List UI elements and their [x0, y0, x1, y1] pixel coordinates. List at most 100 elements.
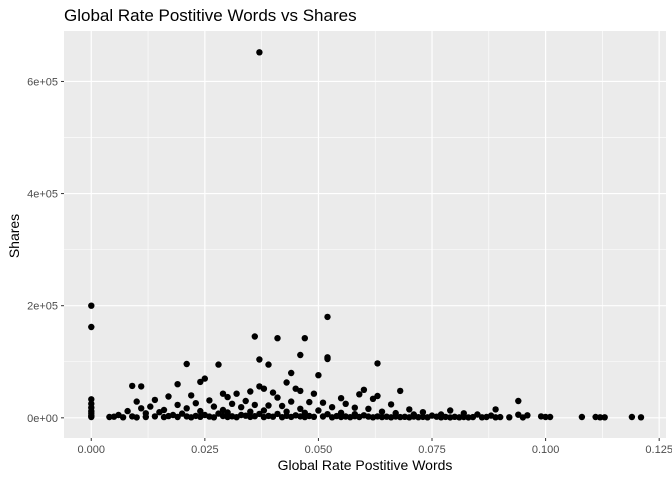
y-tick-label: 2e+05	[27, 301, 58, 313]
data-point	[256, 356, 263, 363]
data-point	[174, 381, 181, 388]
data-point	[274, 335, 281, 342]
data-point	[174, 413, 181, 421]
x-tick-label: 0.100	[532, 444, 560, 456]
data-point	[165, 393, 172, 400]
data-point	[142, 413, 149, 421]
data-point	[356, 413, 363, 421]
data-point	[497, 413, 504, 421]
data-point	[188, 392, 195, 399]
data-point	[601, 414, 608, 421]
data-point	[328, 404, 336, 411]
data-point	[260, 385, 268, 392]
data-point	[151, 396, 159, 404]
data-point	[378, 413, 386, 421]
data-point	[637, 414, 645, 421]
x-axis-label: Global Rate Postitive Words	[278, 457, 453, 473]
data-point	[269, 413, 277, 420]
data-point	[360, 386, 368, 393]
data-point	[251, 413, 258, 420]
data-point	[492, 406, 499, 413]
data-point	[578, 413, 586, 421]
data-point	[88, 302, 95, 309]
data-point	[129, 382, 136, 390]
data-point	[324, 355, 331, 363]
data-point	[492, 414, 499, 421]
data-point	[274, 394, 281, 401]
data-point	[319, 413, 327, 420]
data-point	[310, 413, 318, 420]
y-axis: 0e+00 2e+05 4e+05 6e+05	[27, 76, 64, 425]
data-point	[546, 413, 554, 421]
x-tick-label: 0.050	[305, 444, 333, 456]
x-tick-label: 0.000	[77, 444, 105, 456]
data-point	[315, 372, 322, 379]
data-point	[210, 403, 218, 410]
data-point	[397, 413, 404, 421]
data-point	[419, 409, 427, 416]
data-point	[219, 390, 227, 397]
data-point	[288, 369, 295, 377]
data-point	[419, 413, 427, 421]
data-point	[138, 383, 145, 390]
data-point	[506, 414, 513, 421]
data-point	[88, 323, 95, 331]
data-point	[278, 402, 286, 410]
data-point	[197, 413, 204, 420]
data-point	[210, 414, 218, 421]
y-tick-label: 0e+00	[27, 413, 58, 425]
data-point	[374, 360, 381, 367]
data-point	[378, 408, 386, 415]
data-point	[224, 393, 231, 401]
data-point	[306, 398, 313, 406]
x-tick-label: 0.075	[418, 444, 446, 456]
data-point	[119, 414, 127, 421]
data-point	[178, 410, 186, 417]
data-points	[88, 49, 645, 421]
data-point	[315, 407, 322, 414]
data-point	[192, 400, 199, 407]
data-point	[542, 413, 549, 421]
data-point	[88, 413, 95, 421]
data-point	[165, 412, 172, 420]
data-point	[247, 388, 254, 395]
y-tick-label: 4e+05	[27, 189, 58, 201]
data-point	[297, 351, 304, 359]
data-point	[260, 407, 268, 414]
data-point	[283, 379, 290, 386]
data-point	[106, 413, 113, 421]
data-point	[151, 413, 159, 420]
data-point	[515, 397, 522, 405]
data-point	[319, 399, 327, 406]
data-point	[183, 405, 190, 412]
data-point	[156, 409, 163, 416]
chart-title: Global Rate Postitive Words vs Shares	[64, 6, 357, 25]
data-point	[628, 413, 636, 421]
data-point	[265, 402, 272, 409]
data-point	[201, 375, 208, 382]
data-point	[265, 361, 272, 368]
data-point	[460, 413, 467, 421]
data-point	[337, 395, 345, 402]
data-point	[356, 391, 363, 398]
data-point	[88, 396, 95, 403]
data-point	[297, 387, 304, 395]
data-point	[324, 313, 331, 321]
data-point	[206, 397, 213, 404]
data-point	[469, 413, 477, 421]
data-point	[447, 407, 454, 414]
data-point	[197, 378, 204, 386]
x-tick-label: 0.125	[645, 444, 672, 456]
data-point	[251, 401, 258, 409]
grid-lines	[64, 31, 666, 438]
data-point	[251, 333, 258, 340]
data-point	[483, 413, 490, 421]
data-point	[110, 413, 118, 420]
plot-panel	[64, 31, 666, 438]
data-point	[228, 400, 236, 407]
data-point	[406, 406, 413, 413]
data-point	[310, 390, 318, 397]
data-point	[365, 405, 372, 412]
data-point	[342, 400, 349, 407]
